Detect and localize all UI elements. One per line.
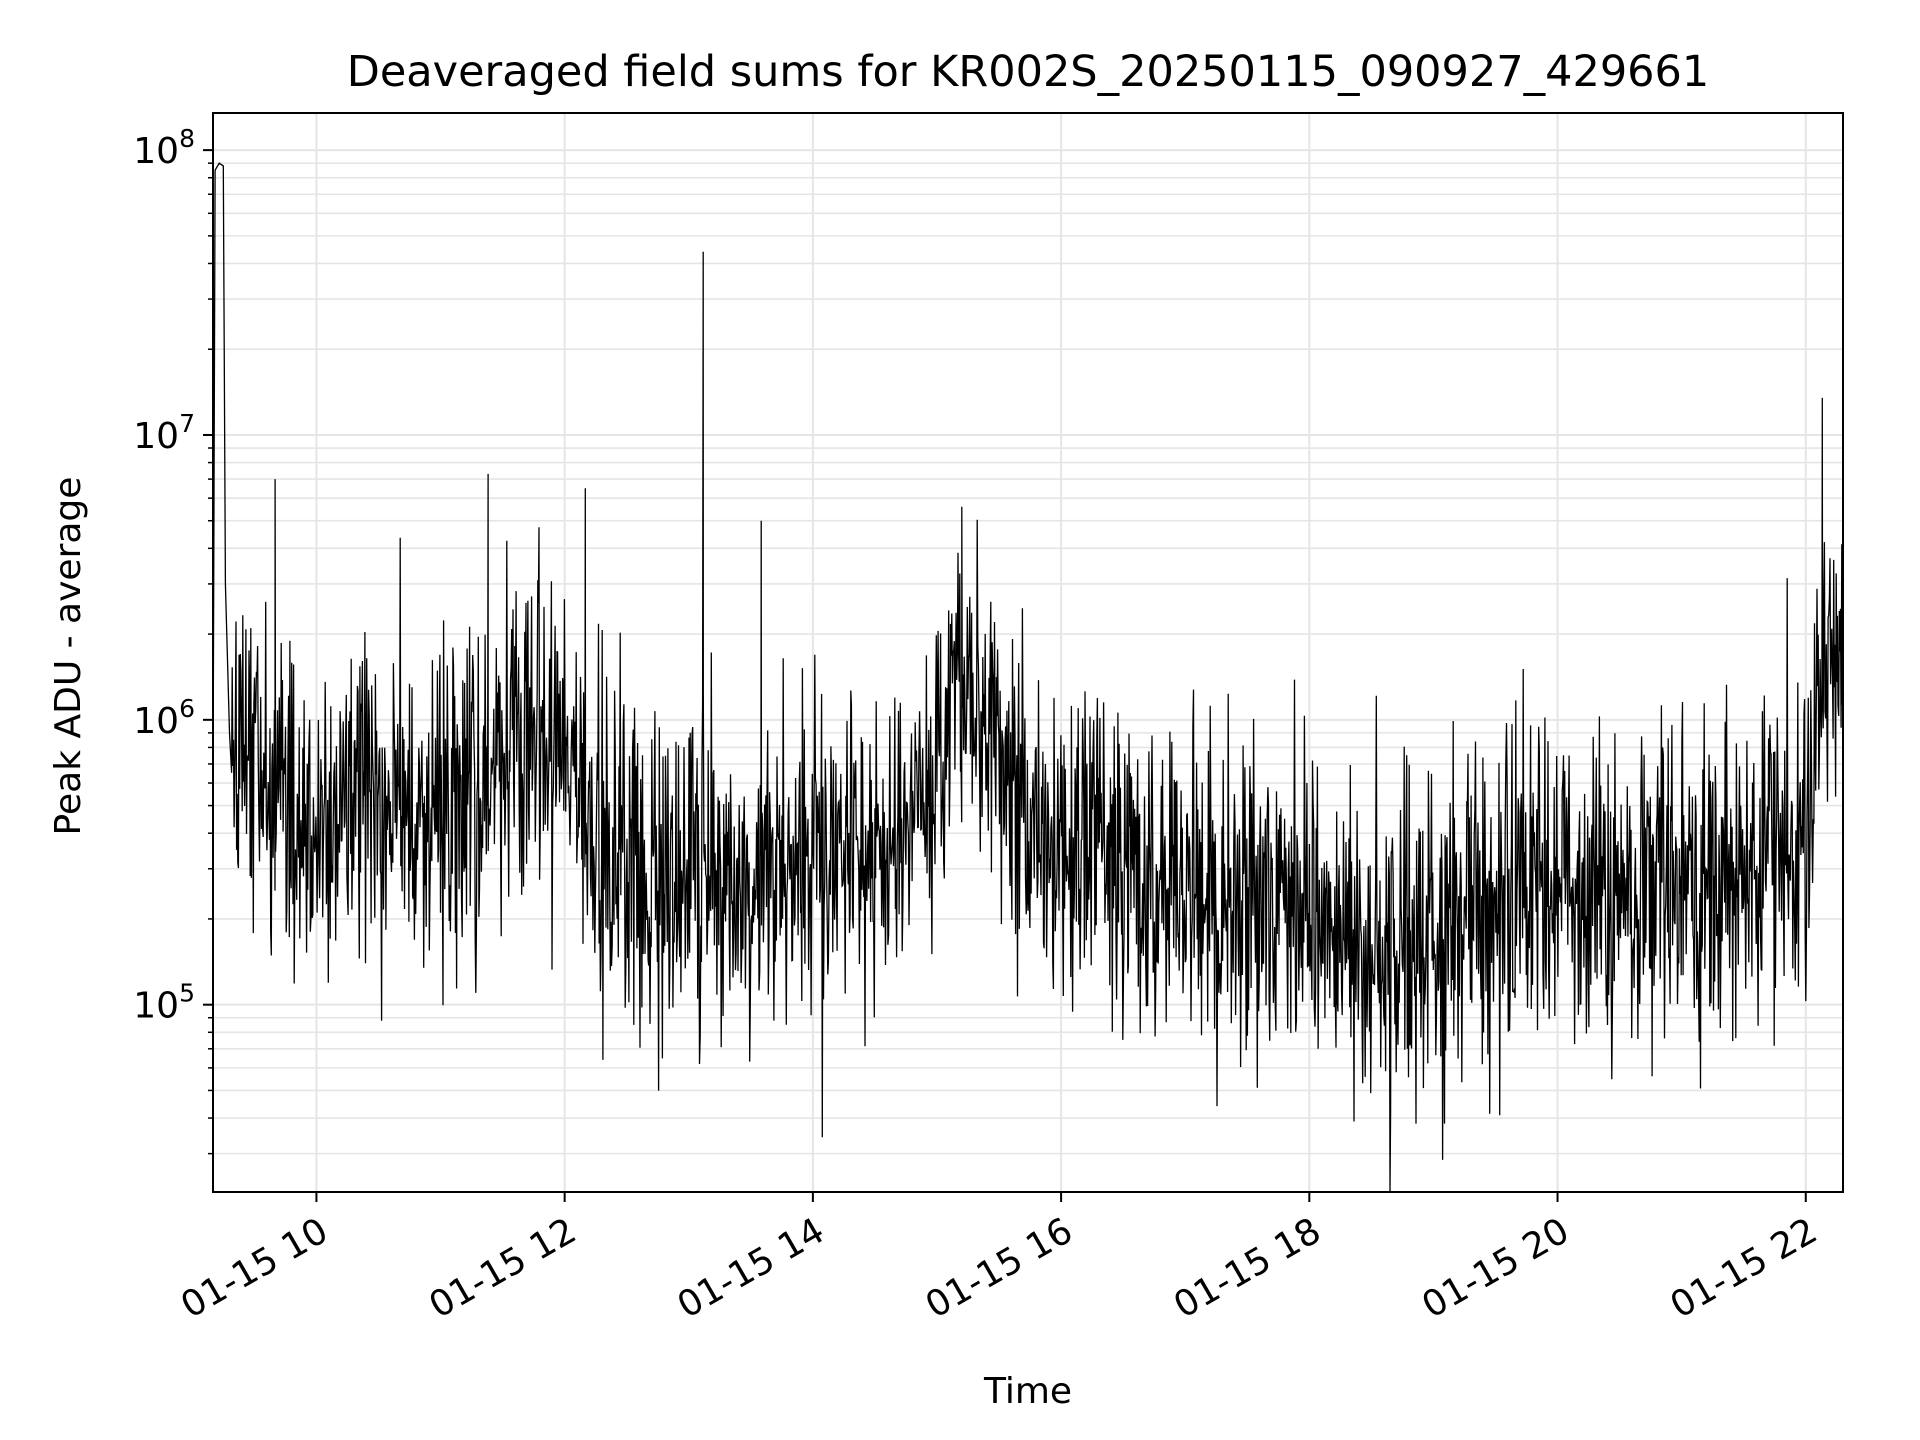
y-tick-label: 107 [133, 409, 195, 457]
x-axis-label: Time [983, 1371, 1072, 1412]
series-line [212, 162, 1844, 1192]
plot-frame [212, 112, 1844, 1193]
y-tick-label: 106 [133, 694, 195, 742]
chart-title: Deaveraged field sums for KR002S_2025011… [347, 47, 1710, 97]
y-axis-label: Peak ADU - average [48, 477, 89, 836]
y-tick-label: 108 [133, 124, 195, 172]
series-layer [212, 162, 1844, 1192]
y-axis: 105 106 107 108 [133, 124, 213, 1155]
y-tick-label: 105 [133, 979, 195, 1027]
